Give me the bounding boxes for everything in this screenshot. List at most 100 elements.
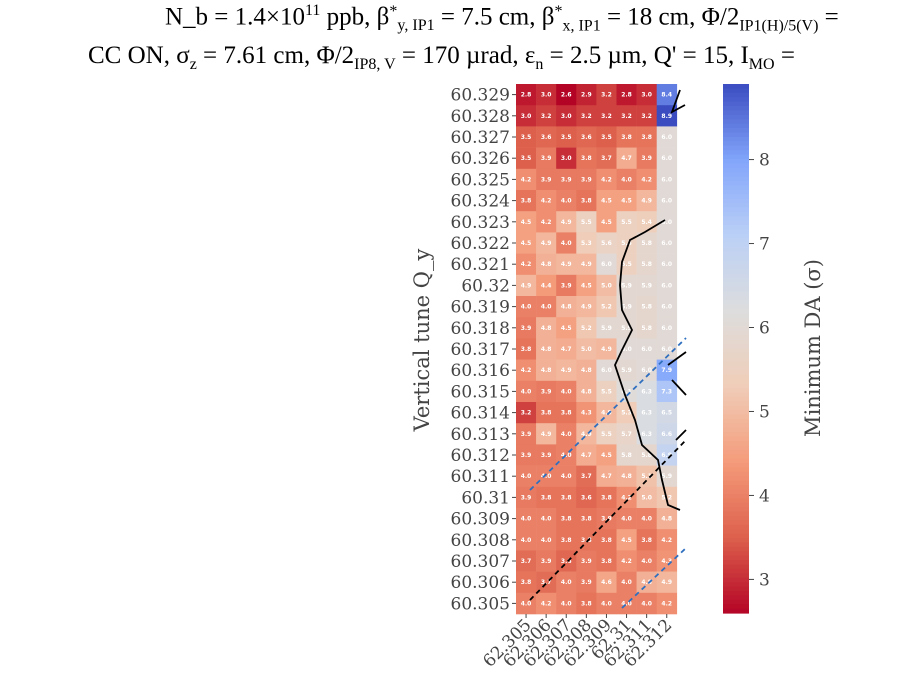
heatmap-cell	[556, 486, 577, 509]
cell-value-label: 6.0	[661, 346, 672, 353]
cell-value-label: 4.9	[541, 240, 552, 247]
heatmap-cell	[656, 592, 678, 615]
contour-line	[667, 351, 687, 366]
colorbar-segment	[723, 396, 749, 402]
colorbar-segment	[723, 485, 749, 491]
heatmap-cell	[576, 465, 597, 488]
cell-value-label: 4.9	[561, 367, 572, 374]
cell-value-label: 4.0	[521, 388, 532, 395]
colorbar-segment	[723, 198, 749, 204]
heatmap-cell	[576, 190, 597, 212]
heatmap-cell	[516, 465, 537, 488]
heatmap-cell	[616, 211, 637, 233]
heatmap-cell	[556, 465, 577, 488]
heatmap-cell	[576, 359, 597, 382]
heatmap-cell	[636, 550, 657, 572]
cell-value-label: 4.2	[521, 367, 532, 374]
y-tick-label: 60.311	[451, 467, 510, 487]
cell-value-label: 3.2	[521, 410, 532, 417]
cell-value-label: 6.0	[661, 176, 672, 183]
cell-value-label: 4.5	[581, 282, 592, 289]
cell-value-label: 4.0	[641, 600, 652, 607]
heatmap-cell	[516, 380, 537, 403]
colorbar-segment	[723, 344, 749, 350]
cell-value-label: 6.0	[661, 134, 672, 141]
colorbar-segment	[723, 586, 749, 592]
cell-value-label: 2.9	[581, 92, 592, 99]
colorbar-segment	[723, 304, 749, 310]
colorbar-segment	[723, 582, 749, 588]
heatmap-cell	[516, 529, 537, 551]
colorbar-segment	[723, 454, 749, 460]
heatmap-cell	[596, 296, 617, 318]
cell-value-label: 4.0	[561, 579, 572, 586]
cell-value-label: 6.6	[661, 431, 672, 438]
cell-value-label: 4.0	[521, 473, 532, 480]
colorbar-segment	[723, 577, 749, 583]
cell-value-label: 4.2	[661, 600, 672, 607]
heatmap-cell	[596, 105, 617, 127]
colorbar-segment	[723, 132, 749, 138]
heatmap-cell	[556, 508, 577, 530]
cell-value-label: 3.2	[601, 113, 612, 120]
cell-value-label: 5.0	[581, 346, 592, 353]
cell-value-label: 3.8	[601, 494, 612, 501]
cell-value-label: 5.2	[581, 325, 592, 332]
heatmap-cell	[636, 465, 657, 488]
heatmap-cell	[636, 380, 657, 403]
cell-value-label: 5.5	[621, 240, 632, 247]
cell-value-label: 6.3	[641, 431, 652, 438]
colorbar-segment	[723, 560, 749, 566]
heatmap-cell	[596, 444, 617, 466]
cell-value-label: 3.8	[641, 537, 652, 544]
y-tick-label: 60.317	[451, 340, 510, 360]
colorbar-segment	[723, 599, 749, 605]
cell-value-label: 4.5	[521, 219, 532, 226]
y-tick-label: 60.318	[451, 319, 510, 339]
cell-value-label: 4.0	[621, 176, 632, 183]
cell-value-label: 4.2	[541, 219, 552, 226]
colorbar-segment	[723, 529, 749, 535]
heatmap-cell	[556, 296, 577, 318]
heatmap-cell	[616, 232, 637, 254]
cell-value-label: 8.9	[661, 113, 672, 120]
cell-value-label: 6.0	[601, 261, 612, 268]
colorbar-segment	[723, 238, 749, 244]
heatmap-cell	[516, 105, 537, 127]
heatmap-cell	[556, 317, 577, 339]
heatmap-cell	[636, 168, 657, 191]
colorbar-segment	[723, 463, 749, 469]
heatmap-cell	[596, 592, 617, 615]
colorbar-segment	[723, 388, 749, 394]
cell-value-label: 5.0	[641, 494, 652, 501]
colorbar-segment	[723, 335, 749, 341]
contour-overlay	[529, 89, 687, 609]
cell-value-label: 4.8	[541, 325, 552, 332]
colorbar-segment	[723, 564, 749, 570]
cell-value-label: 3.6	[561, 558, 572, 565]
colorbar-segment	[723, 436, 749, 442]
colorbar-segment	[723, 471, 749, 477]
cell-value-label: 3.9	[541, 155, 552, 162]
heatmap-cell	[516, 486, 537, 509]
y-tick-label: 60.305	[451, 594, 510, 614]
heatmap-cell	[616, 317, 637, 339]
heatmap-cell	[576, 338, 597, 360]
cell-value-label: 4.8	[541, 367, 552, 374]
heatmap-cell	[596, 253, 617, 276]
heatmap-cell	[616, 444, 637, 466]
heatmap-cell	[536, 232, 557, 254]
heatmap-cell	[556, 126, 577, 148]
colorbar-segment	[723, 141, 749, 147]
heatmap-cell	[516, 508, 537, 530]
heatmap-cell	[576, 486, 597, 509]
cell-value-label: 4.9	[581, 304, 592, 311]
colorbar-segment	[723, 370, 749, 376]
cell-value-label: 4.8	[581, 388, 592, 395]
colorbar-segment	[723, 317, 749, 323]
cell-value-label: 4.0	[541, 516, 552, 523]
heatmap-cell	[636, 317, 657, 339]
cell-value-label: 4.2	[641, 176, 652, 183]
y-tick-label: 60.325	[451, 170, 510, 190]
colorbar-segment	[723, 229, 749, 235]
